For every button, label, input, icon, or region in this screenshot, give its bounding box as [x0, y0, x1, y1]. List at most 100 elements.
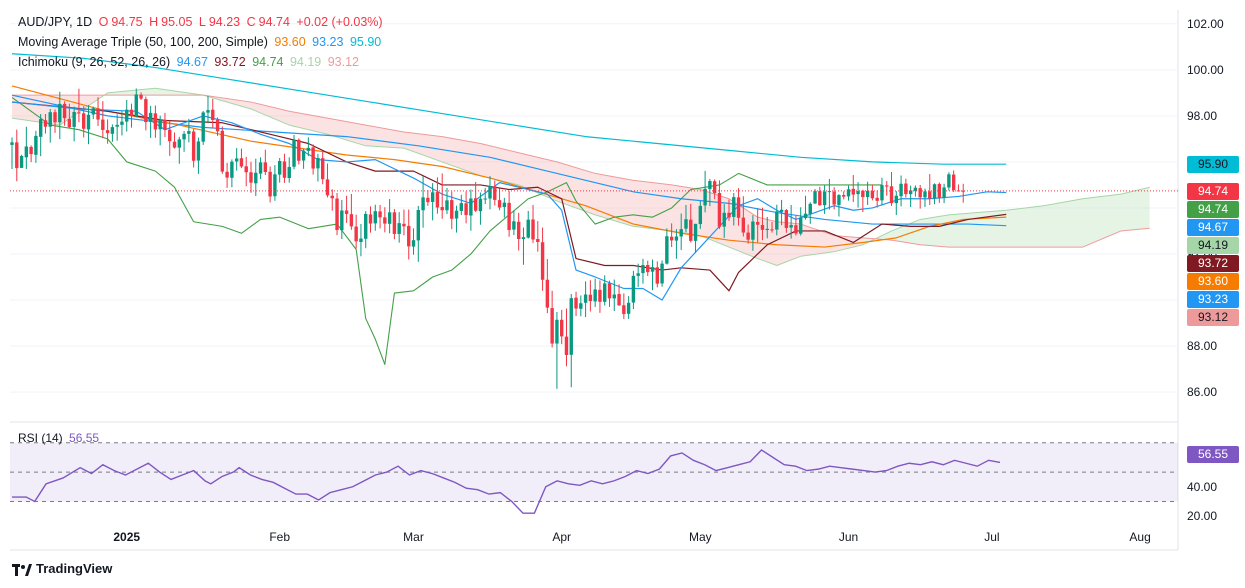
candle: [187, 118, 191, 143]
candle: [77, 88, 81, 123]
candle: [168, 121, 172, 156]
price-tag: 93.60: [1187, 272, 1239, 290]
candle-body: [861, 190, 865, 198]
candle: [344, 195, 349, 223]
time-tick-label: Apr: [552, 530, 571, 544]
candle: [741, 196, 746, 237]
candle: [875, 190, 879, 208]
symbol-title[interactable]: AUD/JPY, 1D: [18, 15, 93, 29]
candle: [478, 192, 483, 225]
price-tick-label: 100.00: [1187, 62, 1224, 77]
candle-body: [91, 108, 95, 115]
candle-body: [521, 237, 526, 240]
candle-body: [311, 147, 315, 169]
candle-body: [818, 191, 822, 206]
candle: [885, 181, 889, 196]
price-tag: 94.74: [1187, 182, 1239, 200]
candle: [717, 180, 722, 229]
candle: [579, 295, 583, 317]
candle-body: [588, 294, 593, 302]
candle: [870, 184, 875, 201]
candle: [689, 203, 693, 243]
candle: [784, 209, 789, 233]
candle-body: [851, 188, 855, 195]
candle: [196, 137, 201, 174]
candle-body: [24, 146, 29, 158]
candle: [301, 148, 306, 169]
candle: [703, 170, 707, 213]
candle: [617, 284, 621, 306]
cloud-segment: [633, 180, 672, 231]
candle: [435, 177, 440, 214]
tradingview-logo-icon: [12, 563, 32, 576]
candle-body: [459, 203, 464, 211]
candle-body: [564, 336, 569, 356]
ichimoku-base-value: 93.72: [214, 55, 246, 69]
candle-body: [660, 263, 664, 284]
candle: [588, 280, 593, 312]
candle-body: [650, 267, 655, 272]
candle: [139, 92, 143, 100]
candle: [234, 148, 239, 171]
candle-body: [172, 141, 177, 148]
candle-body: [330, 195, 334, 199]
time-tick-label: Aug: [1129, 530, 1150, 544]
candle: [163, 112, 167, 138]
candle-body: [383, 217, 387, 224]
tradingview-brand[interactable]: TradingView: [12, 561, 112, 576]
candle: [249, 161, 253, 193]
candle-body: [378, 211, 382, 218]
rsi-line: [12, 449, 1001, 514]
candle: [727, 199, 731, 221]
candle-body: [407, 225, 411, 247]
candle: [502, 197, 507, 218]
candle: [316, 153, 320, 182]
candle-body: [321, 158, 325, 180]
candle-body: [751, 221, 755, 240]
candle: [72, 106, 76, 142]
candle: [889, 172, 894, 206]
candle-body: [469, 198, 473, 216]
candle: [469, 189, 473, 231]
candle-body: [641, 265, 645, 274]
candle-body: [794, 225, 798, 234]
legend-ichimoku-row[interactable]: Ichimoku (9, 26, 52, 26, 26) 94.67 93.72…: [18, 55, 362, 69]
candle-body: [913, 187, 918, 191]
candle-body: [292, 139, 296, 167]
cloud-segment: [1006, 205, 1045, 248]
candle: [411, 228, 416, 255]
candle-body: [631, 275, 636, 303]
candle-body: [497, 200, 502, 208]
candle-body: [148, 112, 153, 122]
candle-body: [693, 223, 698, 241]
cloud-segment: [920, 214, 949, 248]
ichimoku-conversion-value: 94.67: [176, 55, 208, 69]
candle: [282, 153, 287, 183]
legend-rsi-row[interactable]: RSI (14) 56.55: [18, 431, 102, 445]
candle: [38, 114, 43, 157]
candle: [842, 191, 846, 200]
candle-body: [846, 189, 851, 197]
candle-body: [598, 289, 602, 302]
candle-body: [306, 147, 311, 151]
candle-body: [894, 195, 898, 204]
candle-body: [803, 213, 808, 219]
candle-body: [712, 181, 717, 194]
candle-body: [234, 158, 239, 162]
candle-body: [560, 319, 564, 337]
candle: [531, 204, 535, 243]
candle-body: [62, 103, 67, 119]
candle: [650, 259, 655, 291]
candle-body: [908, 190, 913, 195]
candle: [110, 124, 115, 142]
candle: [34, 130, 38, 163]
candle: [751, 215, 755, 251]
candle-body: [722, 212, 726, 227]
candle: [211, 98, 215, 129]
rsi-tick-label: 20.00: [1187, 509, 1218, 524]
ma100-value: 93.23: [312, 35, 344, 49]
legend-ma-row[interactable]: Moving Average Triple (50, 100, 200, Sim…: [18, 35, 384, 49]
candle-body: [96, 108, 100, 120]
candle-body: [411, 240, 416, 247]
candle-body: [947, 174, 951, 188]
